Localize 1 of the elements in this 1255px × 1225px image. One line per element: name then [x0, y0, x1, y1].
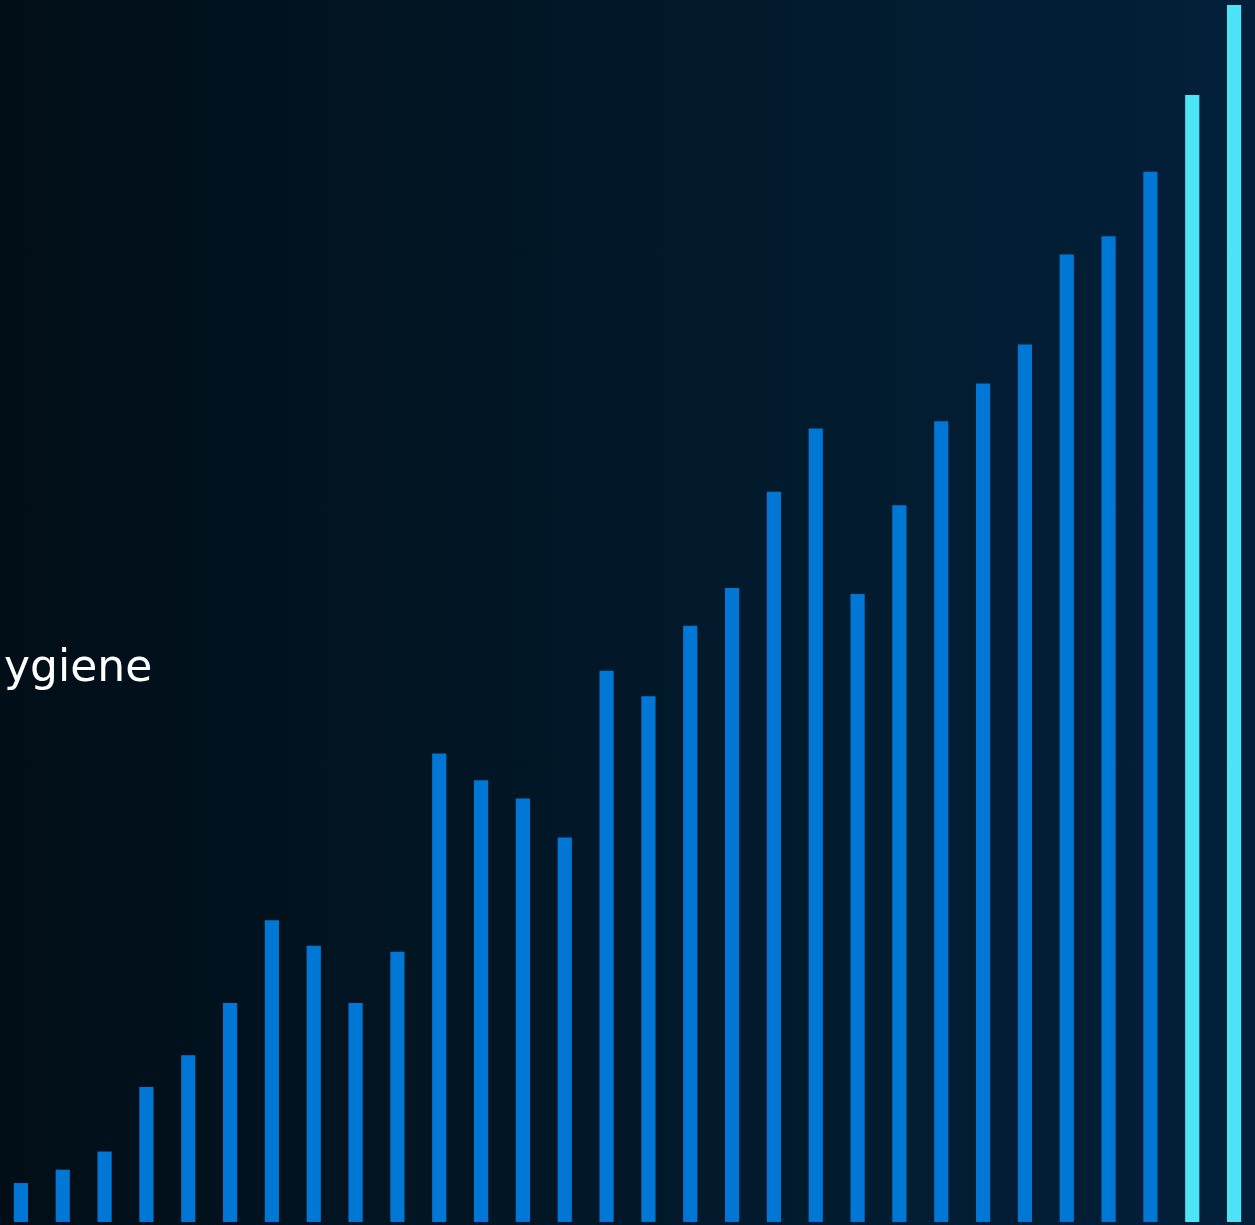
- annotation: ygiene: [4, 640, 153, 692]
